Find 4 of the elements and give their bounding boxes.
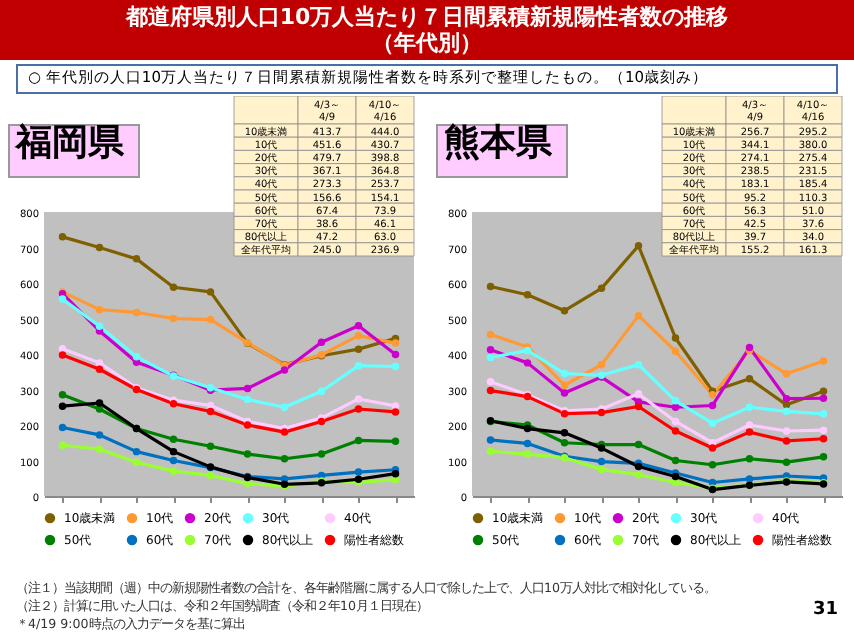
chart-title: 福岡県 (14, 122, 126, 164)
text: 都道府県別人口10万人当たり７日間累積新規陽性者数の推移（年代別） (123, 4, 729, 56)
text: 31 (812, 600, 838, 620)
chart-title: 熊本県 (444, 122, 554, 164)
